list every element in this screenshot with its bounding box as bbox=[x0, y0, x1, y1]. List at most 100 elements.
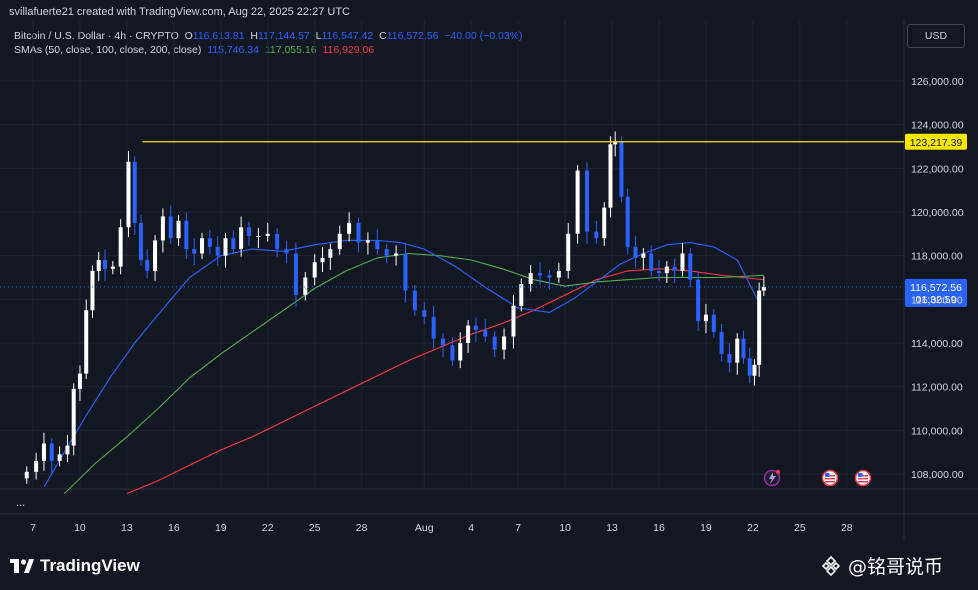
candle-up bbox=[84, 310, 89, 374]
candle-down bbox=[747, 358, 752, 376]
sma-label[interactable]: SMAs (50, close, 100, close, 200, close) bbox=[14, 44, 202, 56]
candle-up bbox=[160, 216, 165, 241]
candle-up bbox=[265, 233, 270, 237]
price-axis-labels: 108,000.00 110,000.00 112,000.00 114,000.00… bbox=[911, 76, 964, 481]
candle-up bbox=[337, 233, 342, 250]
candle-up bbox=[110, 266, 115, 269]
candle-up bbox=[502, 336, 507, 350]
candle-down bbox=[207, 238, 212, 247]
tradingview-logo: TradingView bbox=[10, 556, 140, 576]
tradingview-brand-text: TradingView bbox=[40, 556, 140, 575]
us-flag-event-icon[interactable] bbox=[821, 469, 839, 487]
time-axis-tick-label: 13 bbox=[121, 522, 133, 534]
time-axis-tick-label: 13 bbox=[606, 522, 618, 534]
candle-up bbox=[556, 270, 561, 278]
time-axis-tick-label: 19 bbox=[700, 522, 712, 534]
candle-down bbox=[672, 266, 677, 271]
more-options-icon[interactable]: ... bbox=[16, 497, 26, 509]
candle-up bbox=[71, 388, 76, 446]
candle-down bbox=[594, 231, 599, 239]
time-axis-tick-label: 4 bbox=[468, 522, 474, 534]
candle-down bbox=[403, 253, 408, 291]
time-axis-tick-label: Aug bbox=[415, 522, 434, 534]
open-value: 116,613.81 bbox=[192, 30, 245, 42]
lightning-event-icon[interactable] bbox=[763, 469, 781, 487]
candle-up bbox=[256, 236, 261, 238]
binance-logo-icon bbox=[821, 555, 841, 576]
tradingview-logo-icon bbox=[10, 559, 34, 573]
candle-down bbox=[473, 325, 478, 330]
time-axis-tick-label: 7 bbox=[30, 522, 36, 534]
time-axis-tick-label: 16 bbox=[653, 522, 665, 534]
candle-down bbox=[696, 279, 701, 322]
symbol-label[interactable]: Bitcoin / U.S. Dollar · 4h · CRYPTO bbox=[14, 30, 179, 42]
candle-down bbox=[422, 310, 427, 317]
axes bbox=[0, 20, 978, 540]
event-markers[interactable] bbox=[763, 469, 872, 487]
price-axis-tick-label: 110,000.00 bbox=[911, 425, 963, 437]
sma50-value: 115,746.34 bbox=[207, 44, 259, 56]
candle-up bbox=[394, 253, 399, 256]
candle-down bbox=[585, 170, 590, 232]
candle-down bbox=[450, 345, 455, 361]
candle-up bbox=[176, 220, 181, 239]
candle-down bbox=[719, 332, 724, 354]
resistance-price-tag bbox=[905, 133, 967, 150]
time-axis-tick-label: 19 bbox=[215, 522, 227, 534]
candle-up bbox=[126, 161, 131, 228]
sma-legend-row: SMAs (50, close, 100, close, 200, close)… bbox=[14, 43, 523, 57]
candle-up bbox=[664, 266, 669, 274]
price-axis-tick-label: 108,000.00 bbox=[911, 469, 964, 481]
candle-down bbox=[138, 222, 143, 261]
candle-up bbox=[365, 240, 370, 243]
price-axis-tick-label: 122,000.00 bbox=[911, 163, 964, 175]
candle-down bbox=[102, 260, 107, 269]
candle-down bbox=[741, 338, 746, 359]
close-value: 116,572.56 bbox=[386, 30, 439, 42]
candle-up bbox=[312, 262, 317, 278]
candle-down bbox=[483, 329, 488, 337]
watermark: @铭哥说币 bbox=[820, 552, 943, 579]
candle-up bbox=[200, 238, 205, 254]
high-key: H bbox=[250, 30, 258, 42]
countdown-label: 01:32:59 bbox=[916, 294, 957, 306]
close-key: C bbox=[379, 30, 387, 42]
candle-up bbox=[239, 227, 244, 250]
candle-down bbox=[727, 353, 732, 363]
price-axis-tick-label: 112,000.00 bbox=[911, 382, 963, 394]
time-axis-tick-label: 22 bbox=[747, 522, 759, 534]
candle-down bbox=[168, 216, 173, 239]
candle-up bbox=[613, 142, 618, 145]
candle-up bbox=[458, 343, 463, 361]
candle-up bbox=[96, 260, 101, 271]
candles bbox=[24, 131, 766, 484]
sma200-line bbox=[126, 268, 764, 495]
candle-up bbox=[680, 253, 685, 271]
candle-up bbox=[320, 257, 325, 263]
candle-down bbox=[246, 227, 251, 237]
currency-button[interactable]: USD bbox=[907, 24, 965, 48]
time-axis-tick-label: 22 bbox=[262, 522, 274, 534]
us-flag-event-icon[interactable] bbox=[854, 469, 872, 487]
candle-up bbox=[34, 460, 39, 472]
low-value: 116,547.42 bbox=[321, 30, 374, 42]
candle-up bbox=[41, 443, 46, 461]
price-axis-tick-label: 116,000.00 bbox=[911, 294, 963, 306]
candle-up bbox=[118, 227, 123, 267]
candle-down bbox=[215, 246, 220, 256]
time-axis-tick-label: 10 bbox=[74, 522, 86, 534]
candle-up bbox=[519, 284, 524, 306]
candle-down bbox=[547, 275, 552, 278]
candle-down bbox=[384, 249, 389, 256]
candle-up bbox=[761, 286, 766, 291]
candle-down bbox=[431, 316, 436, 339]
candle-up bbox=[65, 445, 70, 455]
candle-down bbox=[375, 240, 380, 250]
moving-averages bbox=[43, 239, 764, 495]
change-value: −40.00 (−0.03%) bbox=[444, 30, 523, 42]
candle-down bbox=[49, 443, 54, 461]
time-axis-tick-label: 25 bbox=[309, 522, 321, 534]
candle-up bbox=[328, 249, 333, 258]
